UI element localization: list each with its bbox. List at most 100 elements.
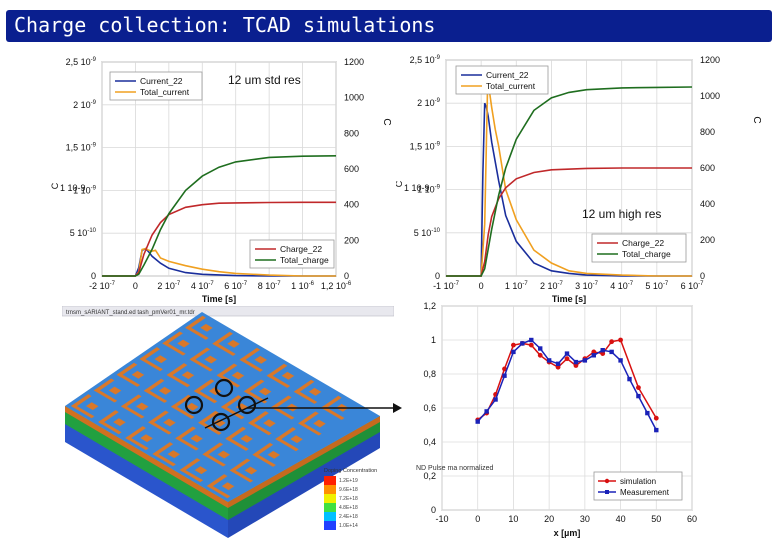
legend-label: Measurement xyxy=(620,488,670,497)
device-window-title: trnsm_sARIANT_stand.ed tash_pmVer01_mr.t… xyxy=(66,310,195,316)
x-tick-label: 1 10-7 xyxy=(505,281,529,291)
x-tick-label: 4 10-7 xyxy=(610,281,634,291)
implant-bar xyxy=(252,442,274,457)
implant-bar xyxy=(185,325,209,340)
implant-bar xyxy=(321,405,345,420)
y-right-label-group: C xyxy=(381,118,392,125)
implant-pad xyxy=(231,371,245,380)
x-tick-label: 60 xyxy=(687,514,697,524)
data-point-measurement xyxy=(484,409,489,414)
y-right-tick-label: 0 xyxy=(344,271,349,281)
y-right-tick-label: 200 xyxy=(344,235,359,245)
substrate-right-orange xyxy=(228,416,380,508)
implant-pad xyxy=(181,371,195,380)
implant-pad xyxy=(240,434,253,443)
x-tick-label: 10 xyxy=(508,514,518,524)
implant-bar xyxy=(298,411,319,426)
chart-title: 12 um std res xyxy=(228,73,301,87)
implant-pad xyxy=(227,339,240,348)
implant-bar xyxy=(125,426,146,440)
implant-bar xyxy=(175,436,199,451)
y-tick-label: 0,8 xyxy=(423,369,436,379)
y-right-tick-label: 1200 xyxy=(700,55,720,65)
implant-bar xyxy=(143,388,168,403)
legend-label: Current_22 xyxy=(486,70,529,80)
data-point-simulation xyxy=(502,366,507,372)
legend-label: Current_22 xyxy=(140,76,183,86)
implant-bar xyxy=(93,388,118,403)
data-point-measurement xyxy=(645,410,650,416)
implant-bar xyxy=(189,347,211,362)
legend-bottom-box xyxy=(249,239,335,269)
y-left-label-group: C xyxy=(50,182,60,189)
y-right-tick-label: 800 xyxy=(700,127,715,137)
implant-bar xyxy=(193,379,215,393)
implant-bar xyxy=(98,410,119,424)
legend-top-box xyxy=(109,71,203,101)
doping-legend-swatch xyxy=(324,512,336,521)
legend-label: Total_current xyxy=(486,81,536,91)
implant-pad xyxy=(244,466,258,475)
y-left-tick-label: 5 10-10 xyxy=(70,228,97,238)
implant-bar xyxy=(139,357,163,372)
y-left-tick-label: 2 10-9 xyxy=(73,100,97,110)
y-right-tick-label: 400 xyxy=(344,200,359,210)
y-right-tick-label: 800 xyxy=(344,128,359,138)
implant-bar xyxy=(162,331,183,346)
x-tick-label: -2 10-7 xyxy=(89,281,116,291)
x-tick-label: 0 xyxy=(475,514,480,524)
series-line-charge_22 xyxy=(102,201,336,277)
implant-pad xyxy=(308,387,322,396)
substrate-left-orange xyxy=(65,406,228,508)
y-right-axis-label: C xyxy=(751,116,762,123)
implant-bar xyxy=(179,458,201,472)
data-point-measurement xyxy=(627,376,632,382)
legend-label: simulation xyxy=(620,477,656,486)
y-right-tick-label: 0 xyxy=(700,271,705,281)
data-point-measurement xyxy=(546,358,552,363)
legend-top-box xyxy=(455,65,549,95)
chart-std-res: -2 10-7 0 2 10-7 4 10-7 6 10-7 8 10-7 1 10-6 1,… xyxy=(50,57,392,304)
legend-bottom-box xyxy=(591,233,687,263)
y-right-tick-label: 1200 xyxy=(344,57,364,67)
implant-bar xyxy=(225,436,249,451)
x-tick-label: 20 xyxy=(544,514,554,524)
implant-bar xyxy=(152,442,174,456)
implant-pad xyxy=(108,386,122,395)
data-point-simulation xyxy=(564,356,570,362)
implant-bar xyxy=(271,405,295,420)
implant-bar xyxy=(125,436,149,451)
implant-bar xyxy=(202,442,224,457)
data-point-simulation xyxy=(600,351,606,356)
implant-bar xyxy=(189,357,213,372)
data-point-measurement xyxy=(573,359,579,365)
x-tick-label: 1,2 10-6 xyxy=(321,281,352,291)
implant-bar xyxy=(206,484,231,499)
doping-legend-swatch xyxy=(324,521,336,530)
implant-pad xyxy=(190,434,203,443)
x-tick-label: 0 xyxy=(133,281,138,291)
y-left-tick-label: 2,5 10-9 xyxy=(410,55,441,65)
arrow-head xyxy=(393,403,402,413)
implant-bar xyxy=(229,458,251,473)
implant-pad xyxy=(281,371,295,380)
data-point-measurement xyxy=(609,349,614,355)
data-point-measurement xyxy=(618,358,623,363)
implant-bar xyxy=(71,404,95,419)
x-tick-label: 0 xyxy=(479,281,484,291)
y-right-tick-label: 600 xyxy=(700,163,715,173)
implant-bar xyxy=(252,452,276,467)
doping-legend-value: 1.2E+19 xyxy=(339,478,358,484)
implant-bar xyxy=(239,357,263,372)
implant-bar xyxy=(225,426,246,441)
implant-bar xyxy=(298,421,322,436)
y-tick-label: 0 xyxy=(431,505,436,515)
implant-pad xyxy=(158,386,172,395)
x-tick-label: 5 10-7 xyxy=(645,281,669,291)
implant-bar xyxy=(293,379,315,394)
series-line-total_charge xyxy=(446,86,693,277)
x-tick-label: 1 10-6 xyxy=(291,281,315,291)
implant-bar xyxy=(293,389,318,404)
x-tick-label: 40 xyxy=(616,514,626,524)
data-point-simulation xyxy=(511,342,516,348)
